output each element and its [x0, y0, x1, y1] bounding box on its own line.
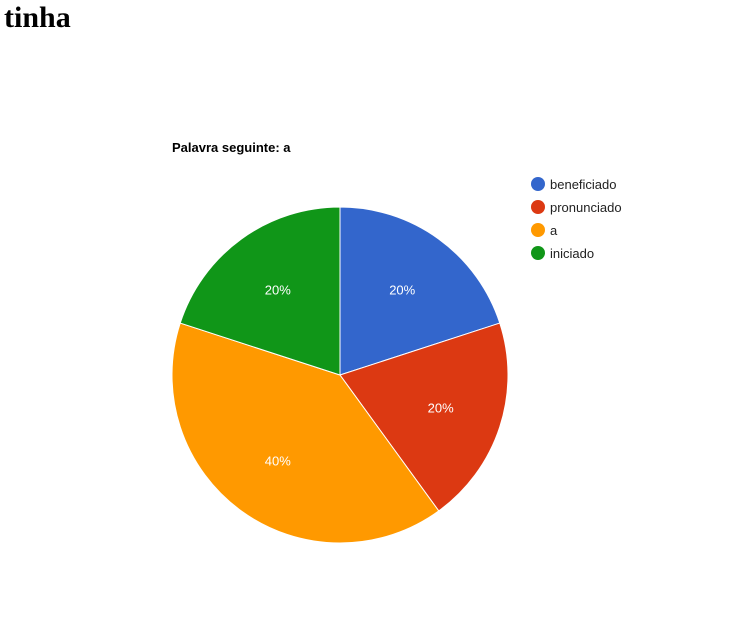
legend-label: a: [550, 223, 558, 238]
slice-percent-label: 20%: [389, 282, 415, 297]
slice-percent-label: 20%: [265, 282, 291, 297]
slice-percent-label: 40%: [265, 454, 291, 469]
legend-swatch: [531, 177, 545, 191]
chart-title: Palavra seguinte: a: [172, 140, 291, 155]
legend-swatch: [531, 223, 545, 237]
legend-label: beneficiado: [550, 177, 617, 192]
legend: beneficiado pronunciado a iniciado: [531, 177, 622, 261]
pie-slice-a[interactable]: [171, 322, 440, 544]
legend-item[interactable]: pronunciado: [531, 200, 622, 215]
pie-slice-labels: 20% 20% 40% 20%: [265, 282, 454, 468]
slice-percent-label: 20%: [428, 401, 454, 416]
pie-slice-iniciado[interactable]: [179, 206, 341, 376]
legend-swatch: [531, 200, 545, 214]
legend-label: iniciado: [550, 246, 594, 261]
legend-item[interactable]: beneficiado: [531, 177, 617, 192]
legend-item[interactable]: a: [531, 223, 558, 238]
pie-slices: [171, 206, 509, 544]
legend-swatch: [531, 246, 545, 260]
legend-item[interactable]: iniciado: [531, 246, 594, 261]
pie-slice-pronunciado[interactable]: [339, 322, 509, 512]
legend-label: pronunciado: [550, 200, 622, 215]
page-heading: tinha: [4, 1, 71, 34]
pie-slice-beneficiado[interactable]: [339, 206, 501, 376]
